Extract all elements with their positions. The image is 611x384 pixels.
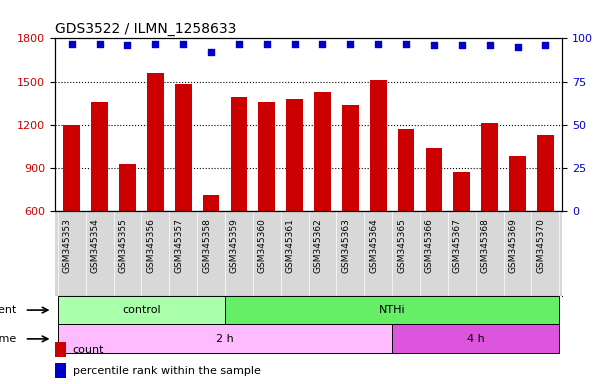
- Point: [150, 40, 160, 46]
- Point: [123, 42, 133, 48]
- Bar: [230, 98, 247, 298]
- Bar: [287, 99, 303, 298]
- Point: [401, 40, 411, 46]
- Bar: [314, 92, 331, 298]
- Bar: [91, 102, 108, 298]
- Bar: [58, 296, 225, 324]
- Text: agent: agent: [0, 305, 17, 315]
- Text: GSM345360: GSM345360: [258, 218, 267, 273]
- Bar: [426, 148, 442, 298]
- Text: GSM345363: GSM345363: [342, 218, 350, 273]
- Bar: [58, 324, 392, 353]
- Point: [457, 42, 467, 48]
- Text: GSM345357: GSM345357: [174, 218, 183, 273]
- Text: GSM345366: GSM345366: [425, 218, 434, 273]
- Text: GSM345358: GSM345358: [202, 218, 211, 273]
- Point: [262, 40, 272, 46]
- Bar: [225, 296, 559, 324]
- Text: GSM345364: GSM345364: [369, 218, 378, 273]
- Bar: [370, 80, 387, 298]
- Text: GSM345354: GSM345354: [90, 218, 100, 273]
- Point: [513, 44, 522, 50]
- Bar: [453, 172, 470, 298]
- Text: GSM345370: GSM345370: [536, 218, 546, 273]
- Text: 2 h: 2 h: [216, 334, 234, 344]
- Text: GSM345353: GSM345353: [63, 218, 71, 273]
- Point: [67, 40, 76, 46]
- Point: [345, 40, 355, 46]
- Text: 4 h: 4 h: [467, 334, 485, 344]
- Point: [485, 42, 494, 48]
- Point: [290, 40, 299, 46]
- Bar: [119, 164, 136, 298]
- Point: [234, 40, 244, 46]
- Bar: [64, 125, 80, 298]
- Point: [373, 40, 383, 46]
- Bar: [398, 129, 414, 298]
- Text: time: time: [0, 334, 17, 344]
- Bar: [175, 84, 191, 298]
- Point: [95, 40, 104, 46]
- Text: GSM345368: GSM345368: [481, 218, 489, 273]
- Text: percentile rank within the sample: percentile rank within the sample: [73, 366, 261, 376]
- Text: GSM345355: GSM345355: [119, 218, 128, 273]
- Text: GSM345362: GSM345362: [313, 218, 323, 273]
- Bar: [55, 342, 66, 357]
- Point: [541, 42, 551, 48]
- Bar: [509, 157, 526, 298]
- Text: GSM345365: GSM345365: [397, 218, 406, 273]
- Text: GSM345367: GSM345367: [453, 218, 462, 273]
- Text: NTHi: NTHi: [379, 305, 406, 315]
- Point: [318, 40, 327, 46]
- Point: [429, 42, 439, 48]
- Text: GSM345359: GSM345359: [230, 218, 239, 273]
- Bar: [392, 324, 559, 353]
- Text: GDS3522 / ILMN_1258633: GDS3522 / ILMN_1258633: [55, 22, 236, 36]
- Bar: [203, 195, 219, 298]
- Text: GSM345369: GSM345369: [508, 218, 518, 273]
- Text: control: control: [122, 305, 161, 315]
- Bar: [258, 102, 275, 298]
- Point: [178, 40, 188, 46]
- Text: count: count: [73, 345, 104, 355]
- Bar: [537, 135, 554, 298]
- Text: GSM345356: GSM345356: [146, 218, 155, 273]
- Text: GSM345361: GSM345361: [285, 218, 295, 273]
- Point: [206, 49, 216, 55]
- Bar: [147, 73, 164, 298]
- Bar: [55, 363, 66, 378]
- Bar: [481, 123, 498, 298]
- Bar: [342, 104, 359, 298]
